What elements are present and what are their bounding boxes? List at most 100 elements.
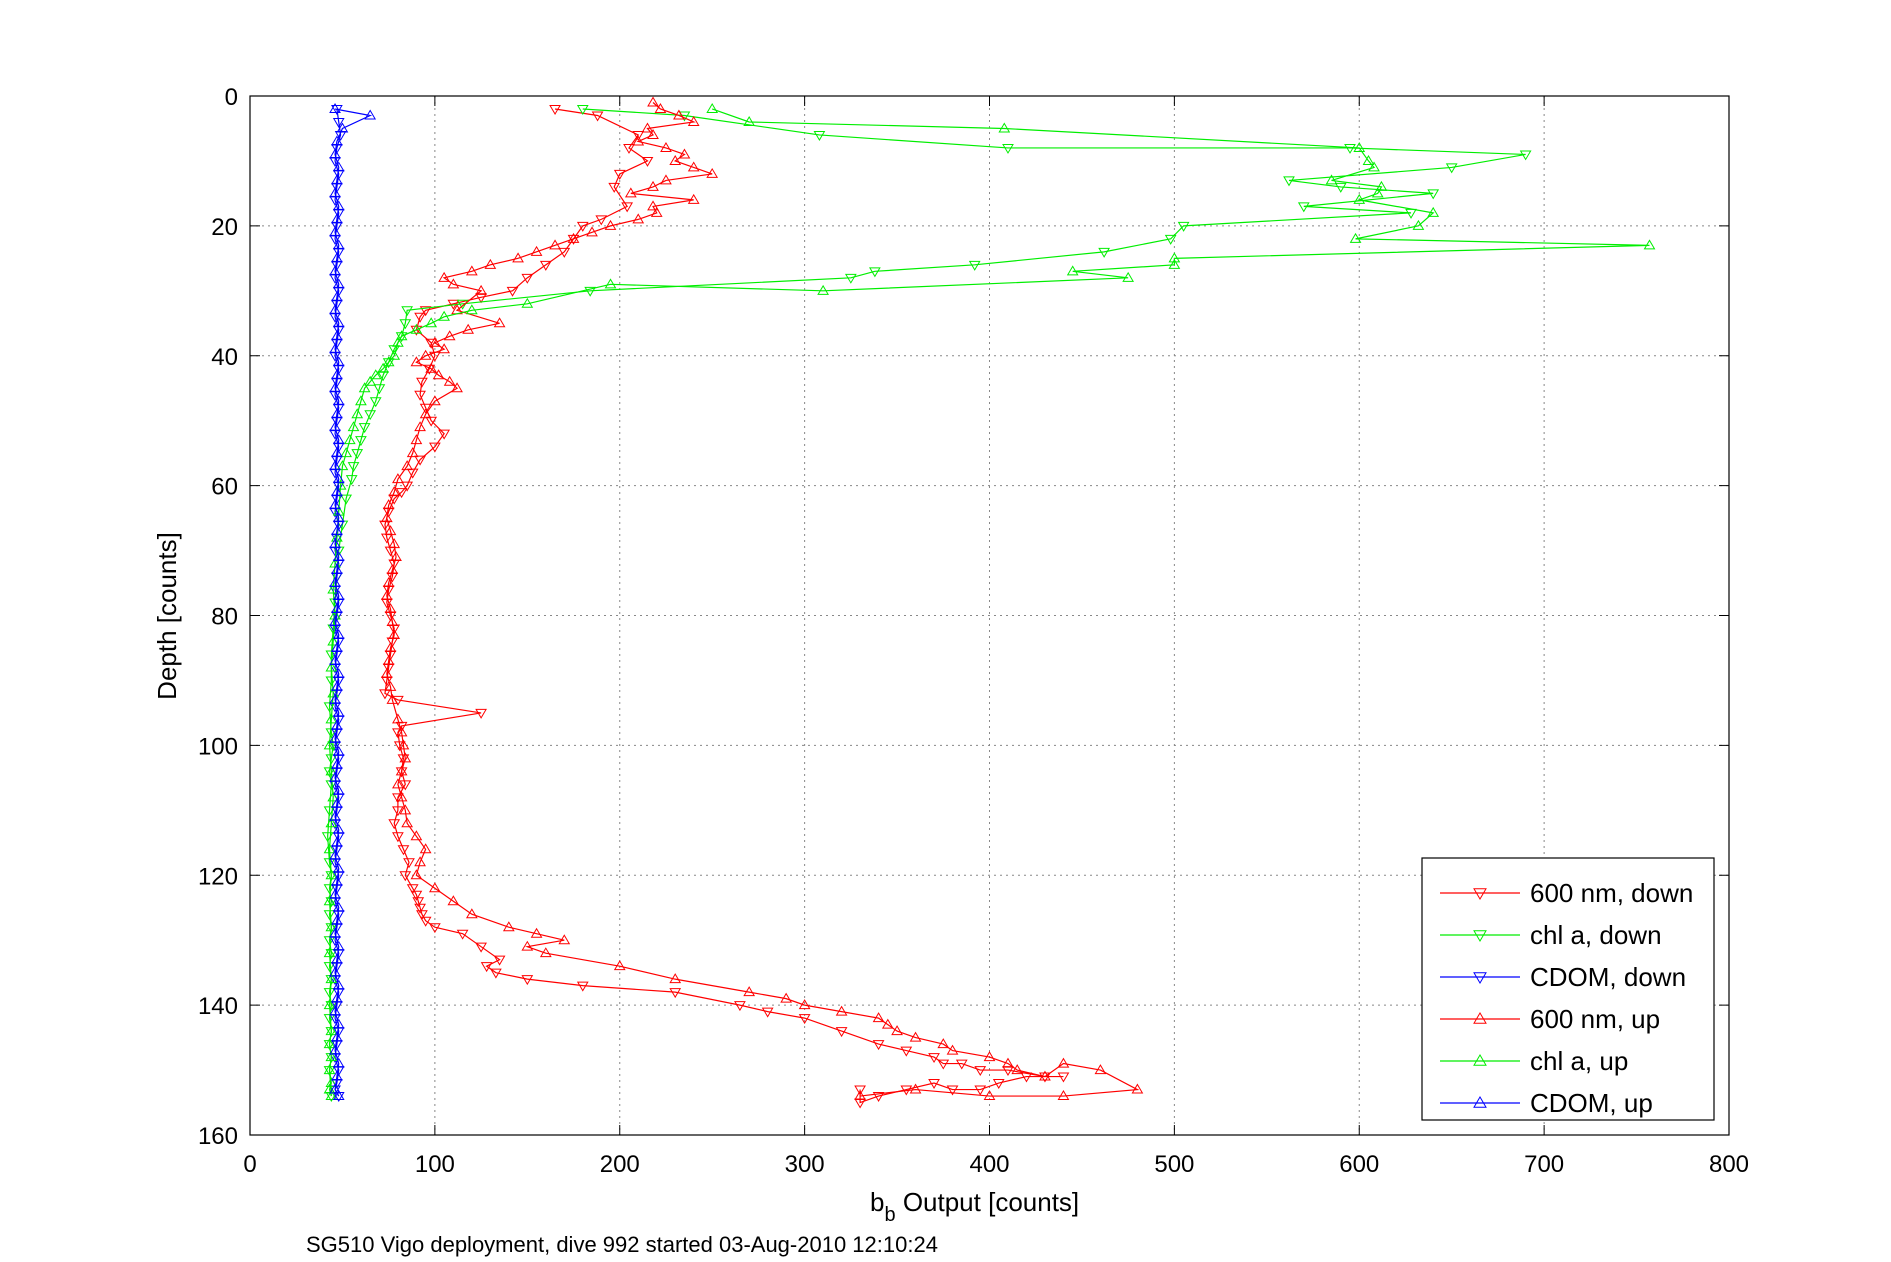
- data-point: [325, 1092, 338, 1103]
- data-point: [388, 486, 401, 497]
- data-point: [406, 447, 419, 458]
- y-tick-label: 140: [198, 993, 238, 1020]
- data-point: [329, 421, 341, 432]
- series-line: [327, 108, 1526, 1097]
- data-point: [974, 1085, 987, 1096]
- data-point: [329, 810, 341, 821]
- data-point: [558, 247, 571, 258]
- data-point: [331, 836, 343, 847]
- data-point: [539, 260, 552, 271]
- data-point: [410, 890, 423, 901]
- data-point: [325, 676, 338, 687]
- x-tick-label: 100: [415, 1151, 455, 1178]
- data-point: [332, 356, 345, 367]
- data-point: [397, 739, 410, 750]
- data-point: [340, 447, 353, 458]
- data-point: [392, 728, 404, 739]
- data-point: [632, 130, 645, 141]
- data-point: [475, 942, 487, 953]
- data-point: [399, 319, 412, 330]
- data-point: [1445, 163, 1458, 174]
- data-point: [928, 1053, 940, 1064]
- data-point: [345, 475, 358, 486]
- legend-entry: 600 nm, down: [1440, 878, 1693, 908]
- data-point: [327, 583, 340, 594]
- data-point: [390, 551, 402, 562]
- data-point: [992, 1079, 1005, 1090]
- data-point: [539, 947, 552, 958]
- data-point: [1643, 239, 1656, 250]
- data-point: [332, 117, 345, 128]
- data-point: [493, 955, 506, 966]
- data-point: [429, 923, 441, 934]
- data-point: [399, 780, 412, 791]
- data-point: [1334, 182, 1347, 193]
- data-point: [669, 154, 682, 165]
- data-point: [401, 460, 414, 471]
- data-point: [946, 1044, 959, 1055]
- data-point: [419, 403, 432, 414]
- legend-entry: chl a, up: [1440, 1046, 1628, 1076]
- data-point: [329, 616, 341, 626]
- data-point: [331, 369, 343, 380]
- data-point: [325, 817, 338, 828]
- data-point: [332, 745, 345, 756]
- data-point: [462, 323, 475, 334]
- data-point: [331, 875, 343, 886]
- data-point: [1057, 1072, 1070, 1083]
- data-point: [881, 1018, 894, 1029]
- x-tick-label: 200: [600, 1151, 640, 1178]
- data-point: [425, 317, 438, 328]
- data-point: [687, 161, 700, 172]
- data-point: [584, 286, 597, 297]
- data-point: [331, 1031, 343, 1042]
- data-point: [909, 1083, 922, 1094]
- data-point: [323, 988, 336, 999]
- data-point: [410, 830, 423, 841]
- data-point: [395, 791, 408, 802]
- data-point: [382, 356, 395, 367]
- data-point: [414, 903, 426, 914]
- data-point: [412, 897, 425, 908]
- data-point: [395, 765, 408, 776]
- data-point: [521, 975, 534, 986]
- data-point: [401, 481, 414, 492]
- data-point: [331, 641, 343, 652]
- data-point: [331, 174, 343, 185]
- data-point: [386, 616, 399, 626]
- data-point: [395, 330, 408, 341]
- data-point: [443, 375, 456, 386]
- data-point: [410, 356, 423, 367]
- data-point: [1353, 193, 1366, 204]
- data-point: [343, 434, 356, 445]
- data-point: [937, 1038, 950, 1049]
- data-point: [329, 304, 341, 315]
- legend-label: 600 nm, up: [1530, 1004, 1660, 1034]
- data-point: [844, 273, 857, 284]
- data-point: [586, 226, 598, 237]
- data-point: [329, 460, 341, 471]
- data-point: [1098, 247, 1110, 258]
- data-point: [323, 843, 336, 854]
- data-point: [1353, 141, 1366, 152]
- data-point: [1297, 202, 1310, 213]
- data-point: [325, 1077, 338, 1088]
- legend-entry: chl a, down: [1440, 920, 1662, 950]
- data-point: [484, 258, 497, 269]
- data-point: [425, 362, 438, 373]
- data-point: [331, 213, 343, 224]
- data-point: [900, 1046, 913, 1057]
- data-point: [1122, 271, 1135, 282]
- data-point: [331, 680, 343, 691]
- data-point: [332, 317, 345, 328]
- data-point: [687, 193, 700, 204]
- data-point: [419, 916, 432, 927]
- data-point: [706, 103, 719, 113]
- data-point: [329, 265, 341, 276]
- data-point: [576, 104, 589, 115]
- data-point: [1344, 143, 1356, 154]
- data-point: [632, 135, 645, 146]
- data-point: [604, 278, 617, 289]
- data-point: [1519, 150, 1532, 161]
